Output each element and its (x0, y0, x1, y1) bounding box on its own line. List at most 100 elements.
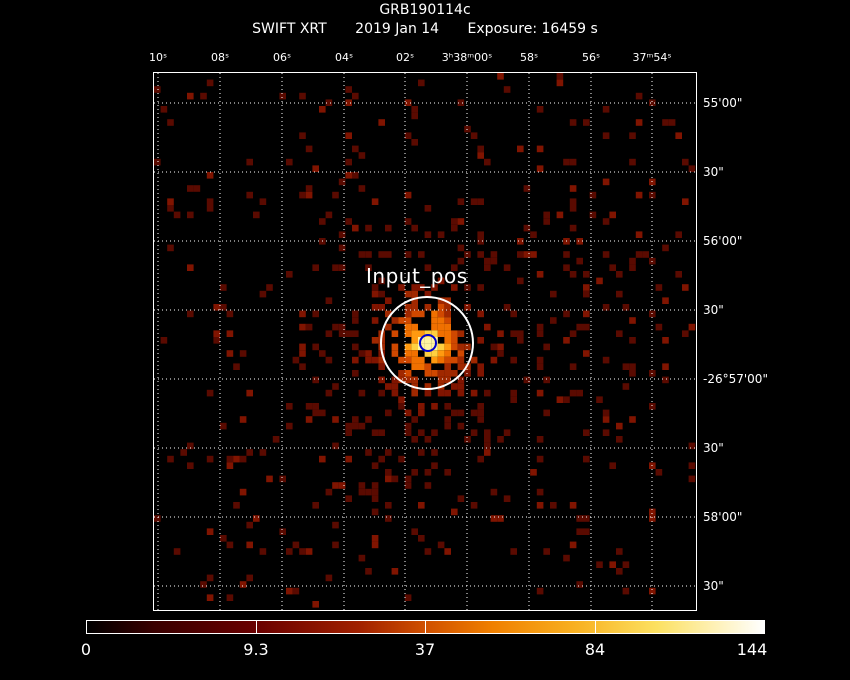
count-pixel (411, 224, 418, 232)
count-pixel (622, 383, 630, 390)
count-pixel (418, 449, 425, 456)
count-pixel (385, 251, 392, 258)
count-pixel (233, 363, 240, 370)
count-pixel (411, 469, 418, 476)
count-pixel (470, 198, 478, 205)
count-pixel (444, 304, 451, 311)
count-pixel (477, 455, 484, 463)
count-pixel (649, 99, 656, 106)
count-pixel (404, 429, 412, 436)
count-pixel (616, 290, 623, 298)
count-pixel (378, 429, 385, 436)
count-pixel (418, 535, 425, 542)
count-pixel (418, 363, 425, 370)
count-pixel (312, 310, 319, 318)
count-pixel (187, 310, 194, 318)
count-pixel (431, 356, 438, 364)
count-pixel (662, 363, 669, 370)
count-pixel (391, 330, 399, 337)
count-pixel (437, 231, 445, 238)
count-pixel (371, 482, 379, 489)
count-pixel (338, 482, 346, 489)
count-pixel (154, 515, 161, 522)
count-pixel (602, 106, 610, 113)
count-pixel (371, 495, 379, 502)
count-pixel (299, 363, 306, 370)
count-pixel (187, 185, 194, 192)
count-pixel (418, 429, 425, 436)
count-pixel (312, 376, 319, 384)
count-pixel (649, 191, 656, 199)
count-pixel (365, 449, 372, 456)
count-pixel (352, 317, 359, 324)
count-pixel (470, 132, 478, 139)
count-pixel (437, 297, 445, 304)
count-pixel (437, 370, 445, 377)
count-pixel (556, 79, 564, 87)
count-pixel (312, 502, 319, 509)
count-pixel (167, 205, 174, 212)
count-pixel (404, 99, 412, 106)
colorbar-label: 37 (414, 640, 436, 659)
count-pixel (477, 416, 484, 423)
count-pixel (404, 330, 412, 337)
count-pixel (187, 211, 194, 219)
count-pixel (378, 376, 385, 384)
count-pixel (464, 436, 471, 443)
count-pixel (688, 165, 696, 172)
count-pixel (259, 290, 267, 298)
count-pixel (385, 409, 392, 417)
position-marker (419, 334, 437, 352)
count-pixel (523, 251, 531, 258)
count-pixel (629, 416, 636, 423)
count-pixel (398, 370, 405, 377)
count-pixel (510, 396, 517, 403)
image-title: GRB190114c (379, 2, 471, 18)
count-pixel (411, 356, 418, 364)
count-pixel (457, 383, 465, 390)
count-pixel (332, 442, 339, 450)
count-pixel (602, 356, 610, 364)
count-pixel (378, 455, 385, 463)
count-pixel (484, 158, 491, 166)
count-pixel (391, 317, 399, 324)
count-pixel (497, 343, 504, 351)
count-pixel (239, 455, 247, 463)
count-pixel (517, 145, 524, 153)
count-pixel (404, 251, 412, 258)
count-pixel (286, 271, 293, 278)
count-pixel (371, 317, 379, 324)
count-pixel (437, 350, 445, 357)
count-pixel (358, 488, 366, 496)
count-pixel (662, 244, 669, 252)
dec-tick-label: 30" (703, 165, 724, 179)
count-pixel (563, 396, 570, 403)
count-pixel (523, 376, 531, 384)
count-pixel (352, 343, 359, 351)
count-pixel (510, 389, 517, 397)
count-pixel (662, 337, 669, 344)
count-pixel (398, 284, 405, 291)
count-pixel (569, 502, 577, 509)
count-pixel (345, 330, 352, 337)
count-pixel (305, 548, 313, 555)
count-pixel (411, 297, 418, 304)
count-pixel (563, 554, 570, 562)
count-pixel (543, 343, 550, 351)
count-pixel (246, 574, 253, 582)
count-pixel (312, 601, 319, 608)
count-pixel (391, 568, 399, 575)
count-pixel (510, 310, 517, 318)
count-pixel (391, 376, 399, 384)
count-pixel (569, 389, 577, 397)
count-pixel (332, 541, 339, 549)
ra-tick-label: 37ᵐ54ˢ (632, 51, 672, 64)
count-pixel (484, 429, 491, 436)
count-pixel (576, 515, 583, 522)
count-pixel (484, 389, 491, 397)
count-pixel (332, 323, 339, 331)
colorbar-tick (425, 620, 426, 634)
count-pixel (609, 211, 616, 219)
count-pixel (451, 224, 458, 232)
xray-image (153, 72, 697, 611)
